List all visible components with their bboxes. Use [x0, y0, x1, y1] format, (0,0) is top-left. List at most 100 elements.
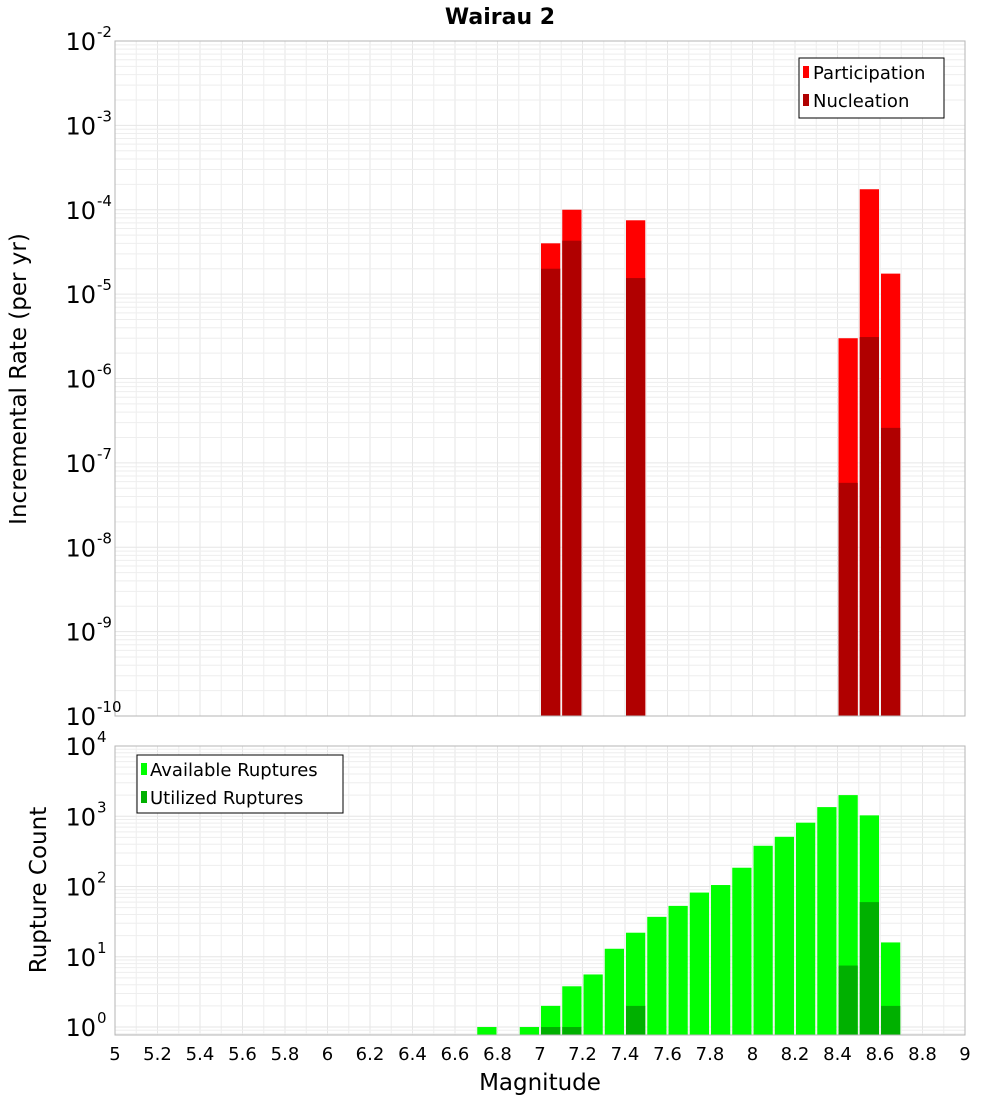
x-tick-label: 5.8	[271, 1044, 300, 1065]
y-tick-label: 10	[65, 944, 96, 972]
bar-available-ruptures	[753, 845, 773, 1035]
y-tick-label: 10	[65, 450, 96, 478]
top-legend: Participation Nucleation	[798, 57, 945, 119]
bar-nucleation	[562, 240, 582, 717]
y-tick-label: 10	[65, 281, 96, 309]
x-tick-label: 8.2	[781, 1044, 810, 1065]
y-tick-exponent: 3	[97, 798, 107, 816]
y-tick-exponent: -8	[97, 529, 112, 547]
bar-nucleation	[838, 482, 858, 716]
bottom-y-axis-label: Rupture Count	[26, 807, 52, 973]
x-tick-label: 6	[322, 1044, 333, 1065]
y-tick-exponent: 4	[97, 728, 107, 746]
y-tick-label: 10	[65, 534, 96, 562]
y-tick-label: 10	[65, 112, 96, 140]
bar-utilized-ruptures	[881, 1005, 901, 1035]
x-tick-label: 7.4	[611, 1044, 640, 1065]
bar-utilized-ruptures	[562, 1027, 582, 1035]
top-plot-bars	[541, 189, 901, 717]
top-legend-box	[798, 57, 945, 119]
bottom-legend-box	[136, 754, 344, 814]
y-tick-exponent: 1	[97, 939, 107, 957]
legend-label-utilized-ruptures: Utilized Ruptures	[150, 788, 303, 809]
bar-nucleation	[881, 427, 901, 716]
x-tick-label: 6.8	[483, 1044, 512, 1065]
x-tick-label: 8	[747, 1044, 758, 1065]
bottom-plot-frame	[114, 745, 966, 1036]
bar-nucleation	[626, 278, 646, 716]
x-tick-label: 6.2	[356, 1044, 385, 1065]
top-y-axis-label: Incremental Rate (per yr)	[6, 233, 32, 525]
bar-utilized-ruptures	[838, 965, 858, 1035]
y-tick-exponent: -7	[97, 445, 112, 463]
y-tick-label: 10	[65, 197, 96, 225]
bar-available-ruptures	[604, 948, 624, 1035]
x-tick-label: 5.2	[143, 1044, 172, 1065]
x-tick-label: 8.8	[908, 1044, 937, 1065]
legend-label-nucleation: Nucleation	[813, 91, 909, 112]
x-tick-label: 6.4	[398, 1044, 427, 1065]
legend-swatch-utilized-ruptures	[141, 791, 147, 803]
bar-nucleation	[541, 268, 561, 716]
top-plot-grid	[114, 40, 966, 717]
bar-available-ruptures	[477, 1027, 497, 1035]
legend-swatch-available-ruptures	[141, 763, 147, 775]
x-tick-label: 7	[534, 1044, 545, 1065]
y-tick-label: 10	[65, 28, 96, 56]
y-tick-exponent: -4	[97, 192, 112, 210]
y-tick-exponent: 2	[97, 869, 107, 887]
x-tick-label: 6.6	[441, 1044, 470, 1065]
bar-nucleation	[859, 337, 879, 716]
x-tick-label: 9	[959, 1044, 970, 1065]
bar-available-ruptures	[711, 885, 731, 1035]
bar-available-ruptures	[583, 974, 603, 1035]
bar-available-ruptures	[689, 892, 709, 1035]
top-plot-frame	[114, 40, 966, 717]
bottom-legend: Available Ruptures Utilized Ruptures	[136, 754, 344, 814]
y-tick-label: 10	[65, 703, 96, 731]
y-tick-label: 10	[65, 619, 96, 647]
y-tick-exponent: -3	[97, 107, 112, 125]
x-tick-label: 5.4	[186, 1044, 215, 1065]
y-tick-exponent: -6	[97, 361, 112, 379]
bar-available-ruptures	[647, 916, 667, 1035]
bar-utilized-ruptures	[859, 902, 879, 1035]
legend-label-participation: Participation	[813, 63, 925, 84]
bar-available-ruptures	[796, 822, 816, 1035]
y-tick-exponent: -2	[97, 23, 112, 41]
y-tick-label: 10	[65, 803, 96, 831]
bar-available-ruptures	[519, 1027, 539, 1035]
y-tick-exponent: 0	[97, 1009, 107, 1027]
legend-swatch-nucleation	[803, 94, 809, 106]
x-tick-label: 5.6	[228, 1044, 257, 1065]
y-tick-label: 10	[65, 1014, 96, 1042]
x-tick-label: 7.6	[653, 1044, 682, 1065]
bar-utilized-ruptures	[626, 1005, 646, 1035]
bar-available-ruptures	[817, 807, 837, 1035]
bar-available-ruptures	[562, 986, 582, 1035]
bottom-plot-bars	[477, 795, 901, 1035]
bar-available-ruptures	[732, 867, 752, 1035]
y-tick-exponent: -5	[97, 276, 112, 294]
y-tick-label: 10	[65, 874, 96, 902]
x-axis-label: Magnitude	[479, 1070, 601, 1096]
x-ticks: 5 5.2 5.4 5.6 5.8 6 6.2 6.4 6.6 6.8 7 7.2 7.4 7.6 7.8 8…	[109, 1044, 970, 1065]
y-tick-label: 10	[65, 733, 96, 761]
legend-label-available-ruptures: Available Ruptures	[150, 760, 318, 781]
x-tick-label: 5	[109, 1044, 120, 1065]
bar-utilized-ruptures	[541, 1027, 561, 1035]
x-tick-label: 7.8	[696, 1044, 725, 1065]
x-tick-label: 8.6	[866, 1044, 895, 1065]
y-tick-exponent: -9	[97, 614, 112, 632]
bar-available-ruptures	[774, 836, 794, 1035]
chart-title: Wairau 2	[445, 5, 555, 30]
y-tick-label: 10	[65, 366, 96, 394]
y-tick-exponent: -10	[97, 698, 122, 716]
x-tick-label: 7.2	[568, 1044, 597, 1065]
x-tick-label: 8.4	[823, 1044, 852, 1065]
bar-available-ruptures	[668, 905, 688, 1035]
legend-swatch-participation	[803, 66, 809, 78]
